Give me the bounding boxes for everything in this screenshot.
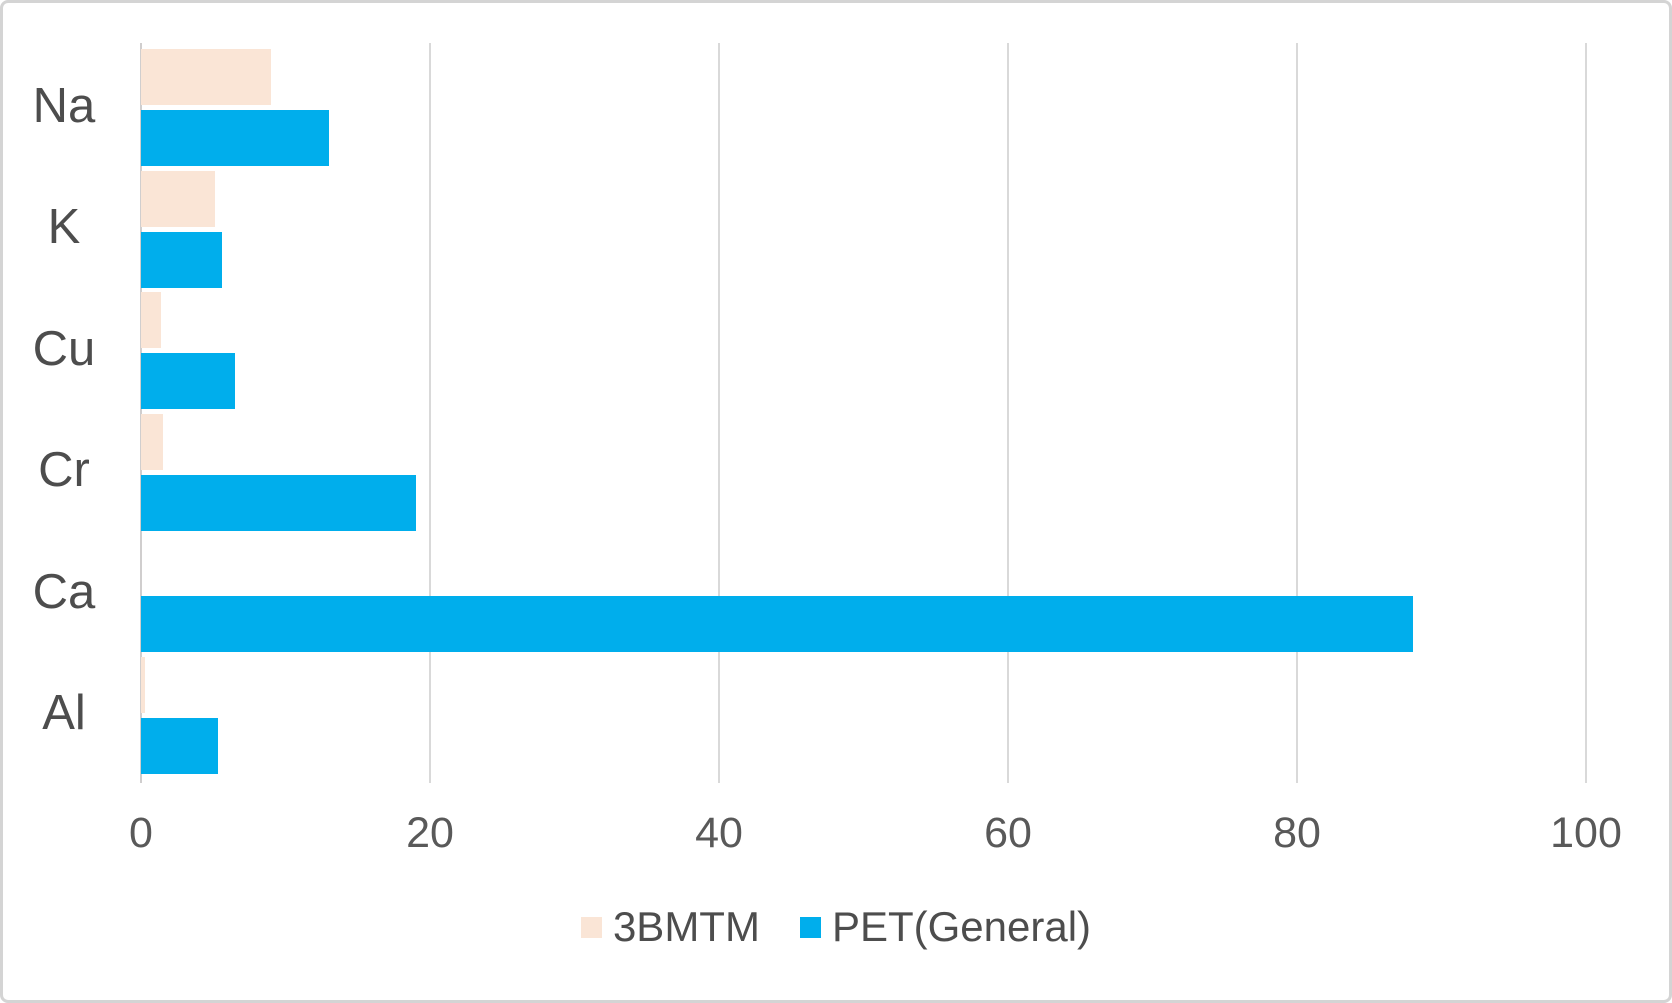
- x-tick-label-40: 40: [695, 809, 743, 857]
- x-tick-label-0: 0: [129, 809, 153, 857]
- category-label-k: K: [47, 200, 81, 255]
- gridline-x-100: [1585, 43, 1587, 783]
- chart-legend: 3BMTM PET(General): [3, 899, 1669, 955]
- category-label-cu: Cu: [32, 321, 96, 376]
- category-label-cr: Cr: [38, 443, 90, 498]
- bar-3bmtm-cr: [141, 413, 163, 470]
- bar-3bmtm-al: [141, 656, 146, 713]
- gridline-x-40: [718, 43, 720, 783]
- legend-label-3bmtm: 3BMTM: [612, 903, 760, 950]
- category-label-al: Al: [42, 686, 86, 741]
- gridline-x-80: [1296, 43, 1298, 783]
- bar-3bmtm-cu: [141, 292, 162, 348]
- plot-area: 0 20 40 60 80 100 Na K Cu Cr Ca Al: [3, 3, 1669, 1000]
- bar-pet-general-al: [141, 717, 218, 774]
- bar-pet-general-cu: [141, 353, 235, 409]
- gridline-x-20: [429, 43, 431, 783]
- bar-pet-general-k: [141, 231, 222, 288]
- x-tick-label-20: 20: [406, 809, 454, 857]
- legend-swatch-pet-general: [799, 916, 821, 938]
- legend-swatch-3bmtm: [580, 916, 602, 938]
- x-tick-label-80: 80: [1273, 809, 1321, 857]
- bar-pet-general-ca: [141, 596, 1413, 652]
- bar-3bmtm-na: [141, 49, 272, 105]
- y-axis-line: [140, 43, 142, 783]
- category-label-ca: Ca: [32, 564, 96, 619]
- bar-pet-general-cr: [141, 474, 416, 531]
- x-tick-label-60: 60: [984, 809, 1032, 857]
- legend-label-pet-general: PET(General): [831, 903, 1092, 950]
- legend-item-3bmtm: 3BMTM: [580, 903, 760, 951]
- bar-3bmtm-k: [141, 170, 215, 227]
- gridline-x-60: [1007, 43, 1009, 783]
- category-label-na: Na: [32, 78, 96, 133]
- x-tick-label-100: 100: [1550, 809, 1622, 857]
- legend-item-pet-general: PET(General): [799, 903, 1092, 951]
- bar-pet-general-na: [141, 110, 329, 166]
